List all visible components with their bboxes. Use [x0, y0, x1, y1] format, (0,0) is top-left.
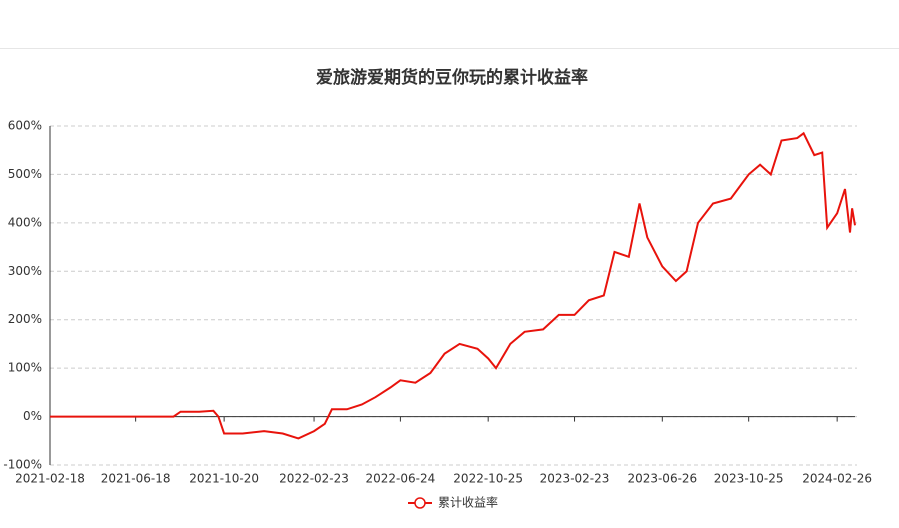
series-line — [50, 131, 856, 440]
x-tick-label: 2021-10-20 — [189, 472, 259, 486]
y-tick-label: 600% — [8, 119, 42, 133]
x-tick-label: 2023-10-25 — [714, 472, 784, 486]
y-tick-label: 400% — [8, 215, 42, 229]
x-tick-label: 2023-06-26 — [627, 472, 697, 486]
x-tick-label: 2022-02-23 — [279, 472, 349, 486]
x-tick-label: 2021-02-18 — [15, 472, 85, 486]
y-tick-label: 300% — [8, 264, 42, 278]
y-tick-label: 200% — [8, 312, 42, 326]
chart-title: 爱旅游爱期货的豆你玩的累计收益率 — [316, 67, 588, 88]
y-tick-label: -100% — [3, 458, 42, 472]
y-tick-label: 100% — [8, 361, 42, 375]
y-tick-label: 500% — [8, 167, 42, 181]
x-tick-label: 2022-06-24 — [366, 472, 436, 486]
x-tick-label: 2024-02-26 — [802, 472, 872, 486]
x-tick-label: 2021-06-18 — [101, 472, 171, 486]
x-tick-label: 2022-10-25 — [453, 472, 523, 486]
y-tick-label: 0% — [23, 409, 42, 423]
legend-label: 累计收益率 — [438, 495, 498, 510]
legend-marker — [414, 497, 426, 509]
x-tick-label: 2023-02-23 — [540, 472, 610, 486]
